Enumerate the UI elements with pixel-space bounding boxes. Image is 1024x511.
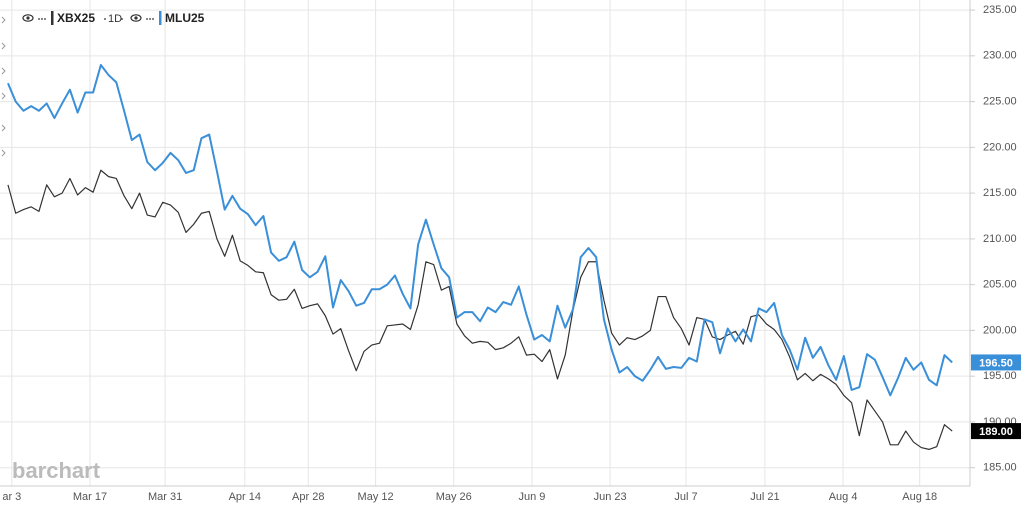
last-value-box bbox=[971, 423, 1021, 440]
y-tick-label: 205.00 bbox=[983, 279, 1017, 291]
y-tick-label: 200.00 bbox=[983, 324, 1017, 336]
y-tick-label: 230.00 bbox=[983, 50, 1017, 62]
x-tick-label: Jun 9 bbox=[518, 491, 545, 503]
legend-label: MLU25 bbox=[165, 11, 205, 25]
x-tick-label: Apr 28 bbox=[292, 491, 324, 503]
y-tick-label: 235.00 bbox=[983, 4, 1017, 16]
y-tick-label: 215.00 bbox=[983, 187, 1017, 199]
series-line bbox=[7, 169, 953, 450]
y-tick-label: 220.00 bbox=[983, 141, 1017, 153]
y-tick-label: 210.00 bbox=[983, 233, 1017, 245]
x-tick-label: Jul 7 bbox=[674, 491, 697, 503]
x-tick-label: Jun 23 bbox=[594, 491, 627, 503]
x-tick-label: Aug 18 bbox=[902, 491, 937, 503]
last-value-box bbox=[971, 354, 1021, 371]
x-tick-label: Aug 4 bbox=[829, 491, 858, 503]
watermark: barchart bbox=[12, 458, 101, 483]
y-tick-label: 185.00 bbox=[983, 462, 1017, 474]
x-tick-label: Mar 17 bbox=[73, 491, 107, 503]
legend: XBX25 1D MLU25 bbox=[22, 11, 205, 25]
x-tick-label: ar 3 bbox=[2, 491, 21, 503]
series-line bbox=[7, 63, 953, 397]
x-tick-label: Apr 14 bbox=[229, 491, 261, 503]
last-value-label: 196.50 bbox=[979, 357, 1013, 369]
x-tick-label: May 12 bbox=[358, 491, 394, 503]
legend-icon bbox=[22, 11, 162, 25]
last-value-label: 189.00 bbox=[979, 426, 1013, 438]
legend-label: XBX25 bbox=[57, 11, 95, 25]
y-tick-label: 195.00 bbox=[983, 370, 1017, 382]
y-tick-label: 225.00 bbox=[983, 95, 1017, 107]
side-arrows bbox=[1, 16, 6, 157]
x-tick-label: Mar 31 bbox=[148, 491, 182, 503]
x-tick-label: Jul 21 bbox=[750, 491, 779, 503]
grid bbox=[0, 0, 970, 486]
legend-interval: 1D bbox=[108, 13, 122, 25]
x-tick-label: May 26 bbox=[436, 491, 472, 503]
